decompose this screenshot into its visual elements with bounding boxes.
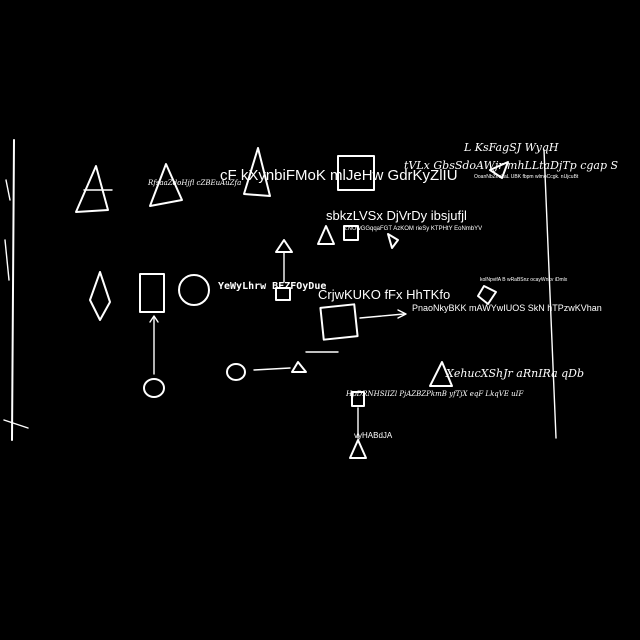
ellipse-node bbox=[143, 378, 165, 398]
arrow-line bbox=[359, 313, 405, 319]
tiny-label: kolNpvifA B wRaBSnz ocayWnkv iDmlx bbox=[480, 277, 568, 283]
center-heading: CrjwKUKO fFx HhTKfo bbox=[318, 287, 451, 302]
tiny-label: RfsaaZdoHjfl cZBEuAuZfa bbox=[148, 179, 242, 187]
ellipse-node bbox=[226, 363, 246, 381]
square-node bbox=[337, 155, 375, 191]
arrow-line bbox=[253, 367, 291, 371]
triangle-node bbox=[489, 161, 509, 179]
script-label: L KsFagSJ WyqH bbox=[464, 141, 559, 154]
arrow-head-icon bbox=[149, 315, 159, 323]
node-label: vyHABdJA bbox=[354, 431, 393, 440]
triangle-node bbox=[149, 163, 183, 207]
tiny-label: OoanNbZeoLaL UBK fbpm wlmoCcgk. nUjcuBt bbox=[474, 174, 579, 180]
triangle-node bbox=[243, 147, 271, 197]
mid-heading: sbkzLVSx DjVrDy ibsjufjl bbox=[326, 208, 467, 223]
triangle-node bbox=[75, 165, 109, 213]
square-node bbox=[139, 273, 165, 313]
triangle-node bbox=[429, 361, 453, 387]
circle-label: YeWyLhrw BEZFOyDue bbox=[218, 281, 327, 292]
square-node bbox=[351, 391, 365, 407]
arrow-head-icon bbox=[397, 309, 407, 319]
square-node bbox=[343, 225, 359, 241]
sentence-label: PnaoNkyBKK mAWYwIUOS SkN hTPzwKVhan bbox=[412, 303, 602, 313]
tiny-label: ZNUwGGqqaFGT AzKOM rieSy KTPHtY EoNmbYV bbox=[344, 226, 483, 232]
overlap-heading: cF kXynbiFMoK mlJeHw GdrKyZlIU bbox=[220, 167, 458, 184]
triangle-node bbox=[349, 439, 367, 459]
script-label: tVLx GbsSdoAWjr mhLLtaDjTp cgap S bbox=[404, 159, 619, 172]
triangle-node bbox=[317, 225, 335, 245]
triangle-node bbox=[275, 239, 293, 253]
left-border-line bbox=[11, 139, 15, 441]
script-label: HpDRNHSIIZl PjAZBZPkmB yfTjX eqF LkqVE u… bbox=[346, 390, 524, 398]
diamond-node bbox=[477, 285, 497, 305]
left-edge-strokes bbox=[3, 179, 29, 429]
script-label: XehucXShJr aRnIRa qDb bbox=[446, 367, 585, 380]
triangle-node bbox=[291, 361, 307, 373]
triangle-node bbox=[387, 233, 399, 249]
right-border-line bbox=[543, 149, 557, 439]
circle-node bbox=[178, 274, 210, 306]
square-node bbox=[275, 287, 291, 301]
square-node bbox=[319, 303, 359, 341]
diamond-node bbox=[89, 271, 111, 321]
